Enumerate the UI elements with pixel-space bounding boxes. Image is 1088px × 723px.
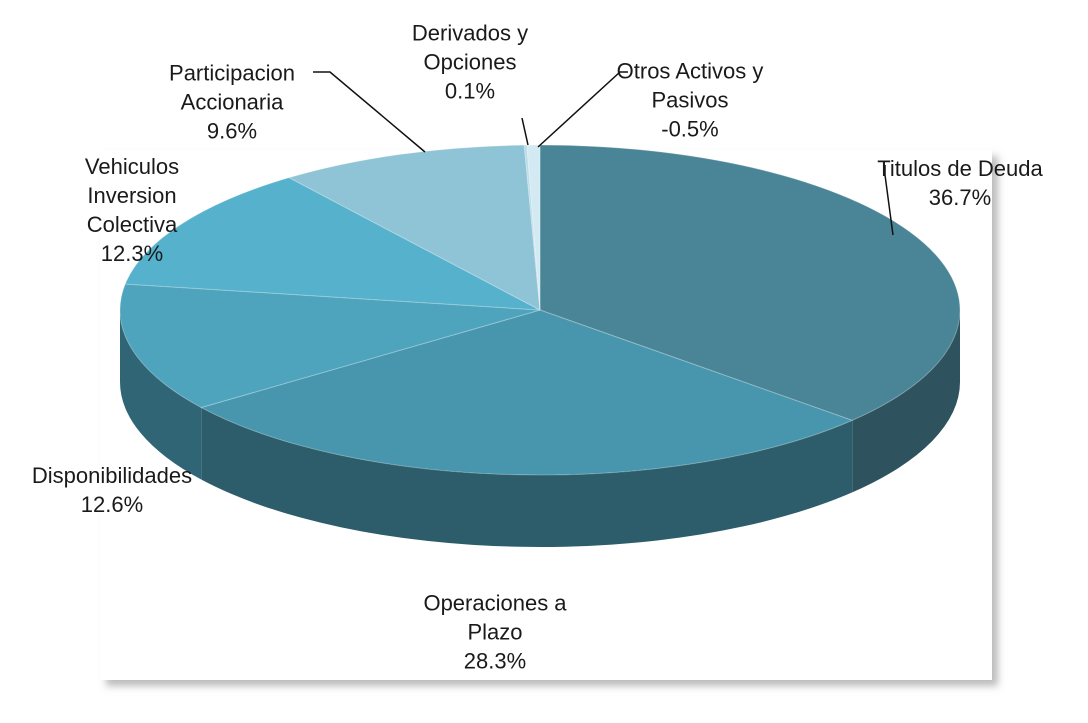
data-label: Derivados y Opciones 0.1% bbox=[400, 19, 540, 106]
slice-side bbox=[852, 310, 960, 493]
data-label: Participacion Accionaria 9.6% bbox=[147, 59, 317, 146]
leader-line bbox=[537, 71, 628, 148]
category-label: Vehiculos Inversion Colectiva bbox=[84, 154, 180, 237]
value-label: 12.3% bbox=[100, 241, 164, 266]
data-label: Disponibilidades 12.6% bbox=[2, 461, 222, 519]
leader-lines bbox=[313, 71, 894, 236]
category-label: Disponibilidades bbox=[31, 463, 193, 488]
data-label: Otros Activos y Pasivos -0.5% bbox=[605, 57, 775, 144]
category-label: Titulos de Deuda bbox=[877, 156, 1043, 181]
category-label: Participacion Accionaria bbox=[169, 60, 295, 115]
slice-side bbox=[201, 407, 853, 547]
category-label: Derivados y Opciones bbox=[411, 20, 529, 75]
value-label: 9.6% bbox=[206, 118, 258, 144]
slice bbox=[523, 144, 541, 311]
value-label: 28.3% bbox=[463, 648, 527, 674]
leader-line bbox=[521, 117, 529, 146]
slice bbox=[287, 144, 541, 311]
data-label: Operaciones a Plazo 28.3% bbox=[410, 589, 580, 676]
data-label: Titulos de Deuda 36.7% bbox=[840, 154, 1080, 212]
value-label: 12.6% bbox=[80, 492, 144, 517]
value-label: 0.1% bbox=[444, 78, 496, 104]
slice bbox=[539, 144, 961, 421]
slice bbox=[119, 283, 541, 409]
category-label: Operaciones a Plazo bbox=[423, 590, 567, 645]
pie bbox=[119, 144, 961, 547]
slice bbox=[199, 309, 854, 476]
category-label: Otros Activos y Pasivos bbox=[616, 58, 764, 113]
value-label: 36.7% bbox=[928, 185, 992, 210]
data-label: Vehiculos Inversion Colectiva 12.3% bbox=[77, 152, 187, 268]
leader-line bbox=[313, 71, 426, 153]
slice bbox=[124, 177, 541, 311]
leader-line bbox=[884, 165, 894, 236]
value-label: -0.5% bbox=[661, 116, 719, 142]
slice-side bbox=[120, 310, 202, 480]
